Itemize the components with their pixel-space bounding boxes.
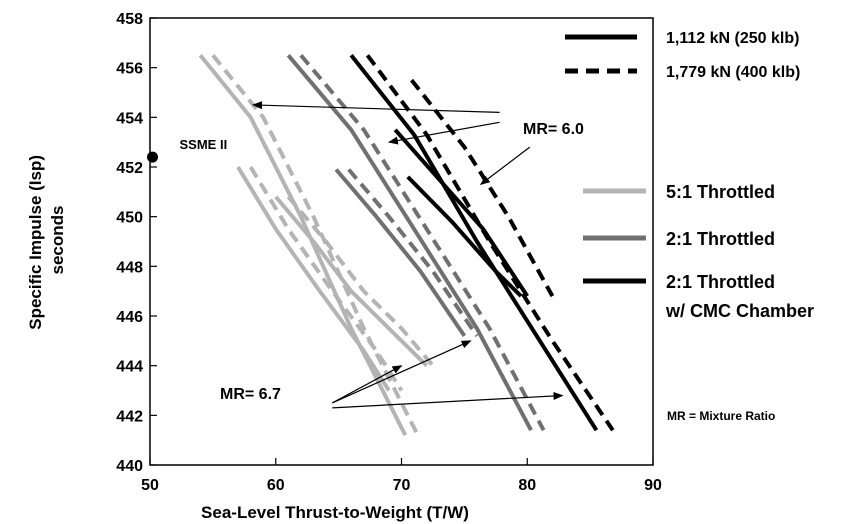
legend-label-2to1: 2:1 Throttled <box>666 229 775 249</box>
x-tick-label: 50 <box>141 477 159 494</box>
legend-label-cmc-chamber: w/ CMC Chamber <box>665 301 814 321</box>
series-line-4 <box>248 165 404 392</box>
series-line-12 <box>365 54 615 432</box>
annotation-arrow-1 <box>252 101 500 113</box>
series-line-14 <box>410 78 555 298</box>
series-line-13 <box>393 128 529 298</box>
arrow-layer <box>252 101 564 409</box>
x-tick-label: 90 <box>644 477 662 494</box>
y-tick-label: 444 <box>116 359 143 376</box>
y-tick-label: 458 <box>116 11 143 28</box>
series-line-15 <box>406 175 523 298</box>
mixture-ratio-note: MR = Mixture Ratio <box>667 409 775 423</box>
annotation-arrow-5 <box>332 340 472 404</box>
series-line-3 <box>236 165 391 392</box>
annotation-mr-6-7: MR= 6.7 <box>220 386 281 403</box>
point-layer: SSME II <box>147 137 227 163</box>
axis-layer: 440 442 444 446 448 450 452 454 456 458 50 60 70 80 90 <box>116 11 662 494</box>
annotation-mr-6-0: MR= 6.0 <box>523 121 584 138</box>
x-axis-label: Sea-Level Thrust-to-Weight (T/W) <box>201 503 469 522</box>
y-tick-label: 442 <box>116 408 143 425</box>
legend-label-5to1: 5:1 Throttled <box>666 182 775 202</box>
y-tick-label: 446 <box>116 309 143 326</box>
series-line-1 <box>198 54 408 437</box>
y-axis-label: Specific Impulse (Isp) seconds <box>26 150 67 330</box>
legend-label-250klb: 1,112 kN (250 klb) <box>666 30 799 47</box>
series-line-6 <box>286 195 435 367</box>
ssme-ii-label: SSME II <box>180 137 228 152</box>
y-tick-label: 450 <box>116 210 143 227</box>
series-line-7 <box>286 54 533 432</box>
series-line-2 <box>211 54 420 437</box>
series-line-10 <box>347 168 479 338</box>
y-axis-label-line2: seconds <box>48 206 67 275</box>
y-tick-label: 454 <box>116 110 143 127</box>
x-tick-label: 70 <box>393 477 411 494</box>
x-tick-label: 60 <box>267 477 285 494</box>
x-tick-label: 80 <box>518 477 536 494</box>
annotation-arrow-6 <box>332 391 564 409</box>
annotation-arrow-4 <box>332 365 403 404</box>
legend-label-2to1-cmc: 2:1 Throttled <box>666 272 775 292</box>
series-line-5 <box>274 195 429 368</box>
series-layer <box>198 54 615 437</box>
series-line-9 <box>334 168 467 338</box>
y-tick-label: 456 <box>116 61 143 78</box>
y-tick-label: 452 <box>116 160 143 177</box>
series-line-8 <box>299 54 546 432</box>
throttle-legend: 5:1 Throttled 2:1 Throttled 2:1 Throttle… <box>583 182 814 321</box>
annotation-arrow-3 <box>479 146 531 186</box>
y-axis-label-line1: Specific Impulse (Isp) <box>26 155 45 330</box>
thrust-legend: 1,112 kN (250 klb) 1,779 kN (400 klb) <box>565 30 800 81</box>
annotation-arrow-2 <box>387 121 500 145</box>
legend-label-400klb: 1,779 kN (400 klb) <box>666 64 800 81</box>
y-tick-label: 448 <box>116 259 143 276</box>
ssme-ii-point <box>147 151 159 163</box>
y-tick-label: 440 <box>116 458 143 475</box>
series-line-11 <box>349 54 599 432</box>
